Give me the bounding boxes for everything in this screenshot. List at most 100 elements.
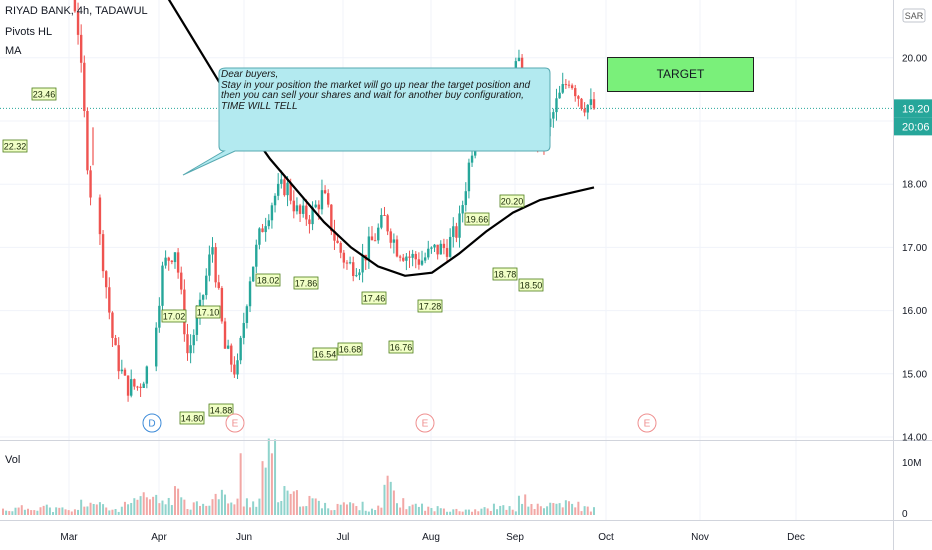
svg-text:17.46: 17.46 bbox=[363, 294, 386, 304]
volume-bar bbox=[280, 500, 283, 515]
volume-bar bbox=[224, 494, 227, 515]
symbol-title[interactable]: RIYAD BANK, 4h, TADAWUL bbox=[5, 5, 148, 17]
candle-body bbox=[142, 383, 145, 388]
candle-body bbox=[314, 204, 317, 208]
volume-bar bbox=[89, 502, 92, 515]
volume-bar bbox=[320, 508, 323, 515]
volume-bar bbox=[480, 508, 483, 515]
candle-body bbox=[245, 306, 249, 323]
volume-bar bbox=[2, 508, 4, 515]
candle-body bbox=[580, 98, 583, 109]
volume-bar bbox=[145, 497, 148, 515]
volume-bar bbox=[424, 510, 427, 515]
candle-body bbox=[470, 155, 474, 163]
candle-body bbox=[214, 247, 217, 283]
volume-bar bbox=[286, 490, 289, 515]
volume-bar bbox=[114, 509, 117, 515]
candle-body bbox=[158, 305, 161, 328]
candle-body bbox=[133, 379, 136, 387]
volume-bar bbox=[358, 510, 361, 515]
candle-body bbox=[405, 256, 408, 261]
candle-body bbox=[117, 345, 120, 372]
pivot-high-label: 23.46 bbox=[31, 87, 57, 101]
volume-bar bbox=[455, 508, 458, 515]
svg-text:17.02: 17.02 bbox=[163, 312, 186, 322]
candle-body bbox=[283, 179, 286, 196]
candle-body bbox=[392, 239, 396, 243]
annotation-text: Dear buyers, Stay in your position the m… bbox=[221, 70, 531, 112]
candle-body bbox=[111, 312, 114, 338]
candle-body bbox=[201, 295, 205, 300]
svg-text:18.78: 18.78 bbox=[494, 270, 517, 280]
volume-bar bbox=[264, 467, 267, 515]
candle-body bbox=[89, 170, 92, 198]
candle-body bbox=[589, 99, 593, 105]
candle-body bbox=[145, 366, 149, 384]
volume-bar bbox=[408, 506, 411, 515]
volume-bar bbox=[486, 508, 489, 515]
volume-bar bbox=[36, 510, 39, 515]
volume-bar bbox=[214, 493, 217, 515]
volume-bar bbox=[586, 506, 589, 515]
volume-bar bbox=[561, 507, 564, 515]
candle-body bbox=[592, 99, 596, 109]
volume-bar bbox=[258, 498, 261, 515]
volume-bar bbox=[73, 509, 76, 515]
volume-bar bbox=[336, 503, 339, 515]
svg-text:18.02: 18.02 bbox=[257, 276, 280, 286]
volume-bar bbox=[14, 507, 17, 515]
candle-body bbox=[208, 254, 211, 276]
target-box bbox=[607, 57, 754, 92]
volume-bar bbox=[433, 511, 436, 515]
volume-bar bbox=[242, 506, 245, 515]
candle-body bbox=[104, 271, 108, 288]
earnings-marker[interactable]: E bbox=[637, 413, 657, 433]
volume-bar bbox=[514, 511, 517, 515]
candle-body bbox=[270, 205, 274, 221]
candle-body bbox=[395, 239, 399, 257]
earnings-marker[interactable]: E bbox=[415, 413, 435, 433]
volume-bar bbox=[571, 503, 574, 515]
pivot-low-label: 22.32 bbox=[2, 139, 28, 153]
volume-bar bbox=[267, 438, 270, 515]
dividend-marker[interactable]: D bbox=[142, 413, 162, 433]
callout-bubble bbox=[182, 67, 551, 176]
volume-bar bbox=[549, 502, 552, 515]
volume-bar bbox=[577, 501, 580, 515]
volume-bar bbox=[417, 506, 420, 515]
candle-body bbox=[383, 215, 386, 217]
earnings-marker[interactable]: E bbox=[225, 413, 245, 433]
volume-bar bbox=[511, 509, 514, 515]
currency-badge[interactable]: SAR bbox=[902, 8, 926, 23]
volume-bar bbox=[270, 453, 273, 515]
volume-bar bbox=[230, 502, 233, 515]
candle-body bbox=[430, 247, 433, 249]
target-label: TARGET bbox=[656, 67, 705, 81]
volume-bar bbox=[536, 503, 539, 515]
volume-bar bbox=[39, 507, 42, 515]
volume-label[interactable]: Vol bbox=[5, 454, 21, 466]
volume-bar bbox=[355, 506, 358, 515]
volume-bar bbox=[421, 503, 424, 515]
last-price-label: 19.20 bbox=[894, 99, 932, 118]
volume-bar bbox=[427, 506, 430, 515]
candle-body bbox=[436, 244, 439, 255]
candle-body bbox=[423, 257, 427, 261]
candle-body bbox=[377, 227, 380, 241]
candle-body bbox=[108, 287, 111, 313]
candle-body bbox=[398, 256, 402, 258]
candle-body bbox=[76, 11, 80, 35]
volume-bar bbox=[283, 486, 286, 515]
indicator-pivots-label[interactable]: Pivots HL bbox=[5, 26, 53, 38]
volume-bar bbox=[183, 499, 186, 515]
volume-bar bbox=[170, 505, 173, 515]
svg-text:16.54: 16.54 bbox=[314, 350, 337, 360]
indicator-ma-label[interactable]: MA bbox=[5, 45, 22, 57]
volume-bar bbox=[542, 508, 545, 515]
volume-bar bbox=[42, 505, 45, 515]
volume-bar bbox=[314, 498, 317, 515]
volume-bar bbox=[489, 511, 492, 515]
